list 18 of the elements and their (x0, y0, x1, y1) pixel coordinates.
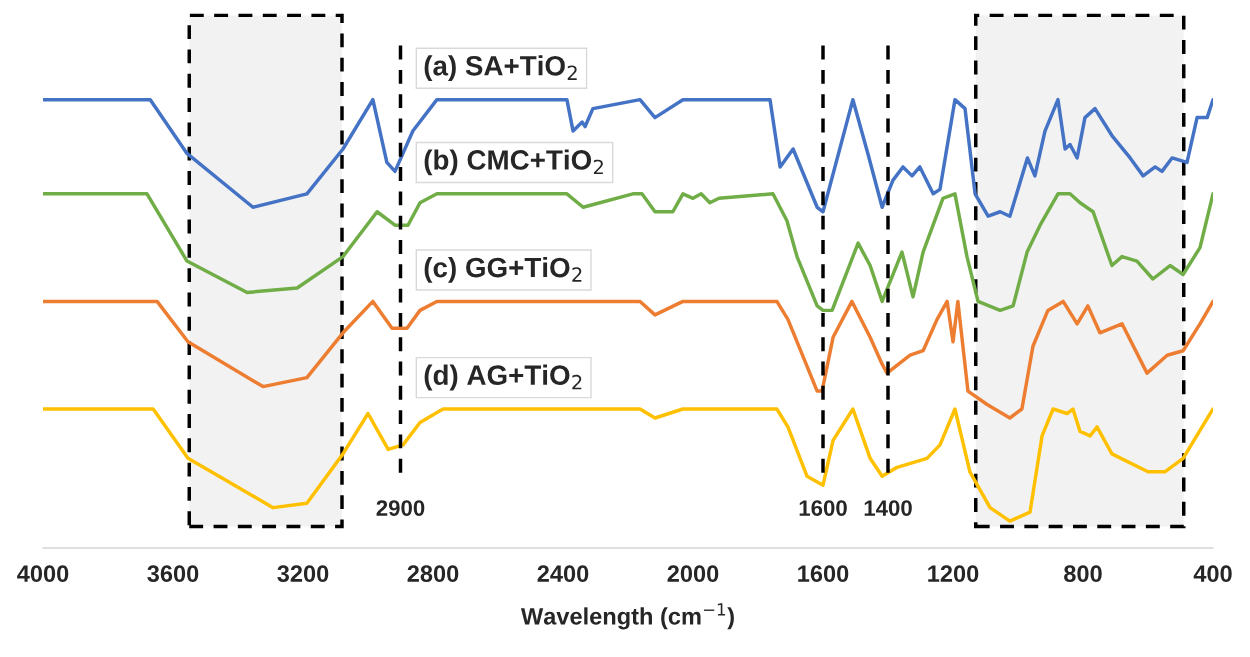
series-label: (a) SA+TiO$_{2}$ (424, 55, 577, 82)
ref-line-label: 2900 (376, 500, 425, 516)
x-tick-label: 800 (1064, 565, 1102, 583)
x-tick-label: 1600 (798, 565, 849, 583)
series-label: (c) GG+TiO$_{2}$ (424, 256, 582, 283)
x-tick-label: 4000 (17, 565, 69, 583)
x-tick-label: 2400 (537, 565, 589, 583)
series-label: (b) CMC+TiO$_{2}$ (424, 149, 603, 176)
x-tick-label: 2800 (407, 565, 459, 583)
x-tick-label: 3200 (277, 565, 329, 583)
x-tick-label: 1200 (928, 565, 979, 583)
series-label: (d) AG+TiO$_{2}$ (424, 364, 582, 391)
ref-line-label: 1600 (799, 500, 847, 516)
x-axis-title: Wavelength (cm$^{−1}$) (520, 603, 734, 630)
x-tick-label: 2000 (667, 565, 719, 583)
ref-line-label: 1400 (864, 500, 912, 516)
x-tick-label: 400 (1193, 565, 1232, 583)
x-tick-label: 3600 (147, 565, 199, 583)
